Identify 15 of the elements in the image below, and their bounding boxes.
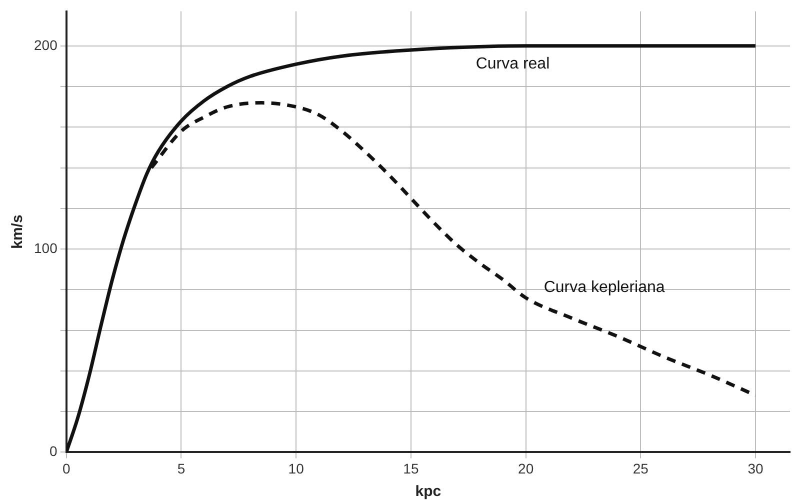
series-label: Curva real: [476, 55, 550, 72]
x-tick-label: 5: [177, 460, 186, 476]
x-tick-label: 30: [748, 460, 764, 476]
y-tick-label: 100: [34, 240, 58, 256]
x-tick-label: 0: [62, 460, 70, 476]
y-axis-title: km/s: [9, 214, 26, 249]
x-tick-label: 20: [518, 460, 534, 476]
x-tick-label: 25: [632, 460, 649, 476]
x-axis-title: kpc: [415, 483, 442, 500]
y-tick-label: 200: [34, 36, 58, 53]
x-tick-label: 10: [288, 460, 304, 476]
series-label: Curva kepleriana: [544, 279, 665, 296]
x-tick-label: 15: [403, 460, 419, 476]
y-tick-label: 0: [50, 443, 58, 460]
line-series: [66, 44, 758, 452]
